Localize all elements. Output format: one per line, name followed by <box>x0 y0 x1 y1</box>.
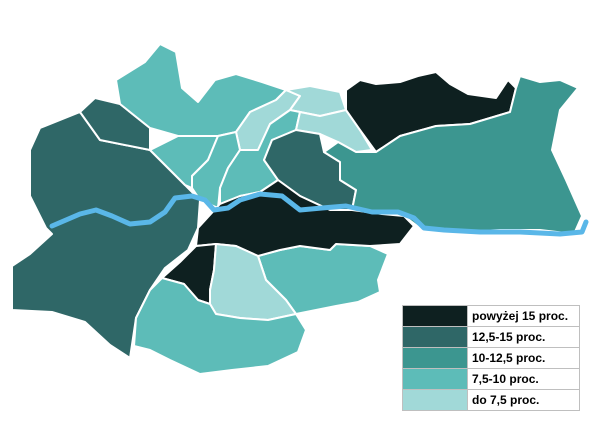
legend-item: 10-12,5 proc. <box>403 348 579 369</box>
legend-label: powyżej 15 proc. <box>472 309 569 323</box>
legend-item: do 7,5 proc. <box>403 390 579 410</box>
legend-swatch <box>403 348 468 368</box>
legend-label: 10-12,5 proc. <box>472 351 546 365</box>
legend-swatch <box>403 390 468 410</box>
legend-label: do 7,5 proc. <box>472 393 540 407</box>
district-south[interactable] <box>133 277 307 375</box>
district-north[interactable] <box>115 43 287 137</box>
legend: powyżej 15 proc. 12,5-15 proc. 10-12,5 p… <box>402 305 580 411</box>
legend-item: 12,5-15 proc. <box>403 327 579 348</box>
river <box>49 191 589 237</box>
legend-item: 7,5-10 proc. <box>403 369 579 390</box>
legend-label: 12,5-15 proc. <box>472 330 546 344</box>
legend-label: 7,5-10 proc. <box>472 372 539 386</box>
legend-swatch <box>403 306 468 326</box>
legend-item: powyżej 15 proc. <box>403 306 579 327</box>
legend-swatch <box>403 327 468 347</box>
legend-swatch <box>403 369 468 389</box>
